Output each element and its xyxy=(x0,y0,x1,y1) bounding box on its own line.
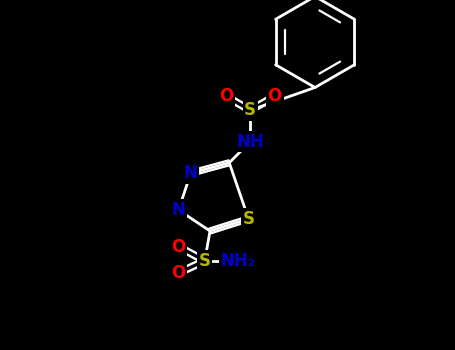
Text: O: O xyxy=(268,87,282,105)
Text: N: N xyxy=(184,164,197,182)
Text: NH: NH xyxy=(237,133,264,151)
Text: O: O xyxy=(172,264,186,282)
Text: S: S xyxy=(243,210,254,228)
Text: O: O xyxy=(218,87,233,105)
Text: NH₂: NH₂ xyxy=(221,252,256,270)
Text: O: O xyxy=(172,238,186,256)
Text: N: N xyxy=(172,201,186,219)
Text: S: S xyxy=(199,252,211,270)
Text: S: S xyxy=(244,101,256,119)
